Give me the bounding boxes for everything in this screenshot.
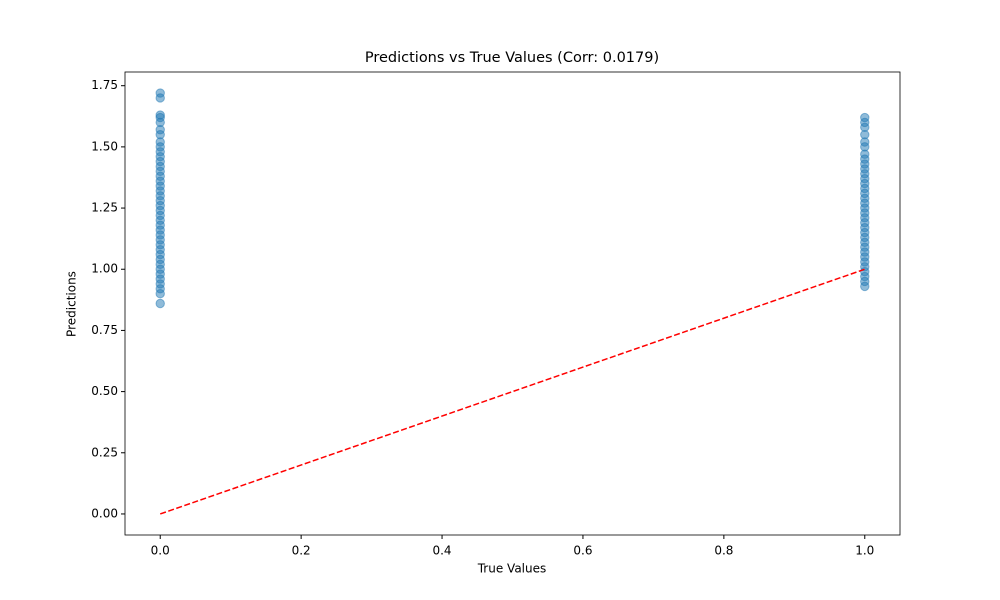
y-tick-label: 1.25 <box>91 201 118 215</box>
y-tick-label: 1.00 <box>91 262 118 276</box>
point <box>860 281 870 292</box>
point <box>155 93 165 103</box>
y-tick-label: 1.75 <box>91 78 118 92</box>
reference-line <box>159 268 866 515</box>
plot-frame <box>124 71 901 536</box>
y-tick-label: 0.75 <box>91 323 118 337</box>
x-tick-label: 0.0 <box>151 544 170 558</box>
y-axis-label: Predictions <box>65 271 79 337</box>
x-tick-label: 0.8 <box>714 544 733 558</box>
x-tick-label: 0.2 <box>292 544 311 558</box>
x-tick-label: 1.0 <box>855 544 874 558</box>
x-tick-label: 0.6 <box>573 544 592 558</box>
y-tick-label: 1.50 <box>91 139 118 153</box>
point <box>155 298 165 309</box>
point <box>155 289 165 299</box>
y-tick-label: 0.50 <box>91 384 118 398</box>
y-tick-label: 0.00 <box>91 506 118 520</box>
x-axis-label: True Values <box>477 562 547 576</box>
y-tick-label: 0.25 <box>91 445 118 459</box>
chart-title: Predictions vs True Values (Corr: 0.0179… <box>365 50 659 66</box>
x-tick-label: 0.4 <box>432 544 451 558</box>
